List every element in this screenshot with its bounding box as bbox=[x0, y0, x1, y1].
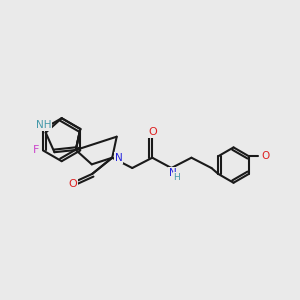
Text: N: N bbox=[115, 153, 123, 163]
Text: NH: NH bbox=[36, 120, 51, 130]
Text: O: O bbox=[261, 151, 269, 161]
Text: O: O bbox=[148, 127, 157, 137]
Text: O: O bbox=[69, 178, 77, 189]
Text: F: F bbox=[32, 145, 39, 155]
Text: N: N bbox=[169, 168, 177, 178]
Text: H: H bbox=[173, 173, 180, 182]
